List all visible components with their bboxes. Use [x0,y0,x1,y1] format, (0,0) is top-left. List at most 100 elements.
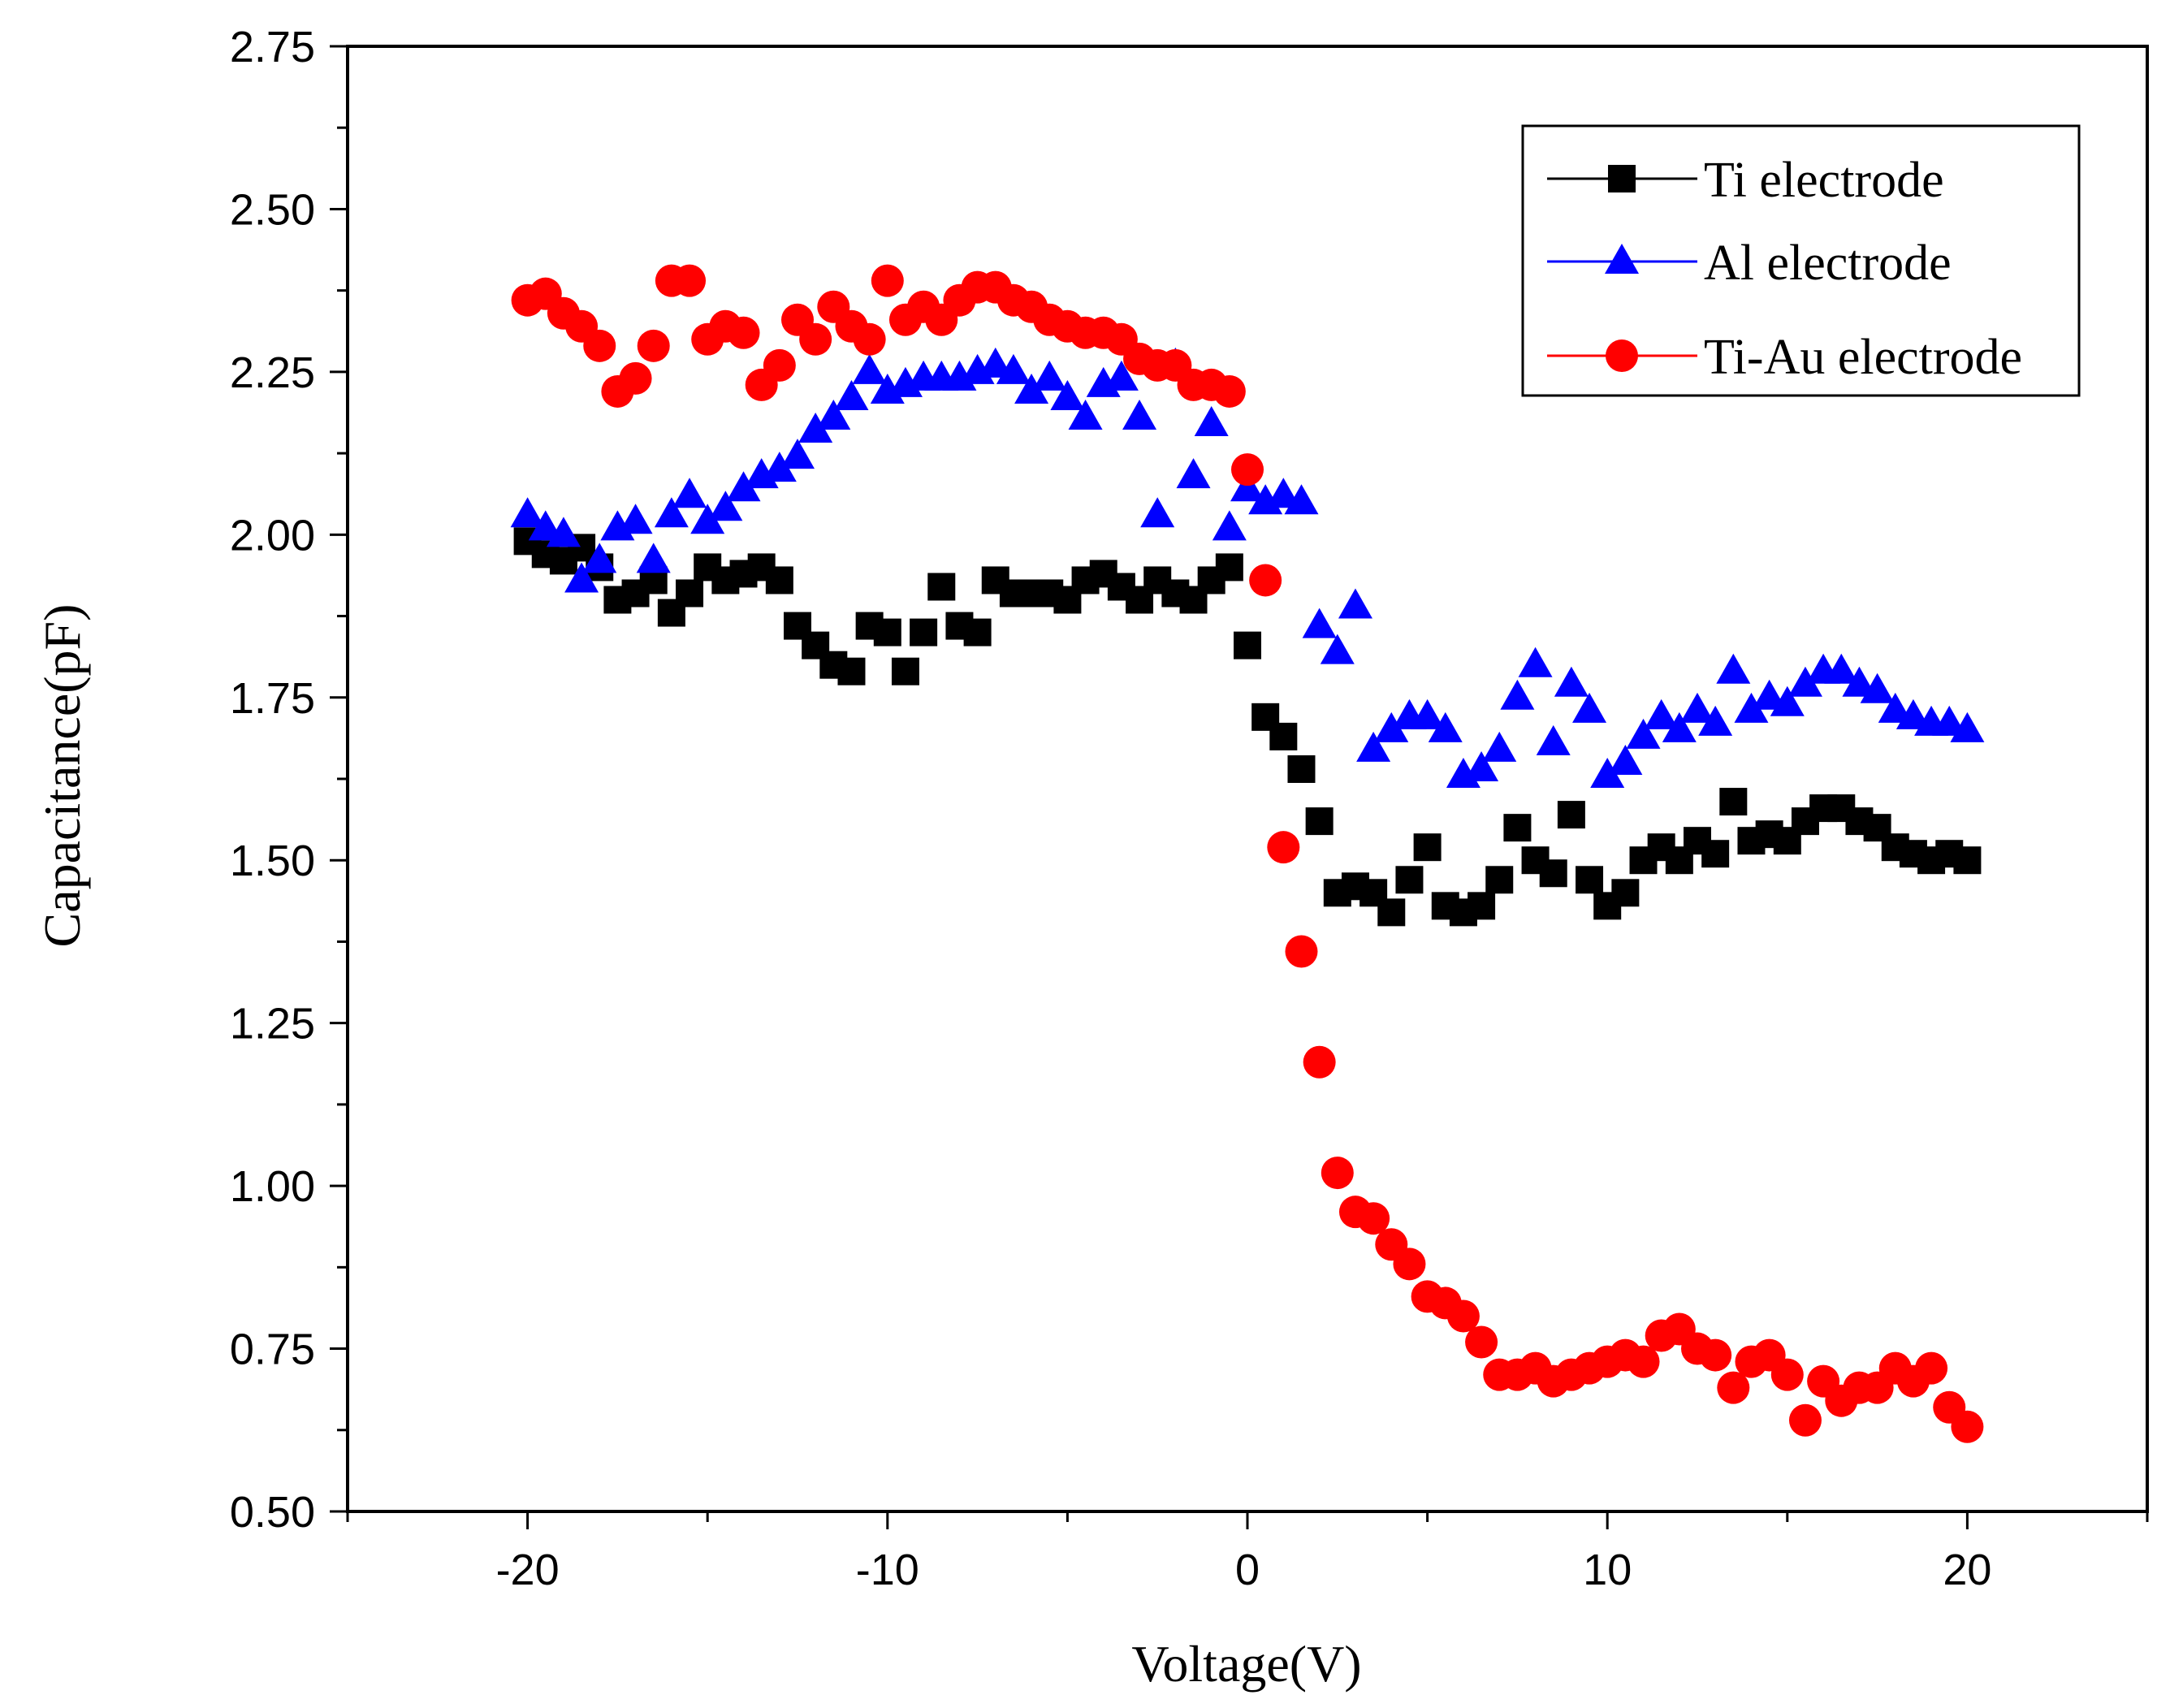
data-point [1554,666,1589,697]
data-point [1302,608,1337,638]
data-point [1770,1358,1804,1391]
data-point [727,316,760,349]
x-tick-label: -10 [856,1546,919,1594]
y-tick-label: 1.50 [230,837,315,885]
data-point [1716,653,1751,684]
data-point [1393,1247,1426,1281]
data-point [1626,718,1661,749]
data-point [1231,453,1264,486]
data-point [1465,1325,1498,1359]
series-circle [511,264,1984,1443]
y-tick-label: 1.75 [230,674,315,723]
data-point [1485,866,1514,894]
data-point [799,322,832,356]
data-point [726,471,761,502]
data-point [1788,1403,1822,1437]
data-point [1787,666,1822,697]
legend-item: Ti electrode [1547,153,1944,208]
y-tick-label: 0.50 [230,1488,315,1537]
series-layer [510,264,1985,1443]
data-point [1752,679,1787,710]
y-tick-label: 2.25 [230,348,315,397]
data-point [1518,646,1553,677]
data-point [1320,633,1355,664]
data-point [1122,400,1157,430]
data-point [1590,757,1625,788]
legend: Ti electrode Al electrode Ti-Au electrode [1521,124,2081,397]
data-point [798,413,833,443]
legend-item: Ti-Au electrode [1547,330,2022,385]
data-point [1321,1157,1354,1190]
data-point [853,322,886,356]
data-point [654,497,689,528]
data-point [1194,406,1229,437]
data-point [837,657,866,685]
data-point [1212,510,1247,541]
data-point [1050,379,1085,410]
data-point [1338,588,1372,619]
data-point [1644,698,1679,729]
data-point [1951,1410,1984,1443]
legend-label: Al electrode [1704,236,1952,291]
data-point [1249,564,1282,597]
data-point [1305,807,1334,836]
data-point [1215,553,1243,582]
data-point [510,497,545,528]
data-point [1356,731,1391,762]
data-point [1500,679,1535,710]
data-point [582,543,617,573]
x-tick-label: 10 [1583,1546,1632,1594]
y-axis-title: Capacitance(pF) [33,604,91,948]
data-point [1770,685,1805,716]
y-tick-label: 2.00 [230,511,315,560]
data-point [780,439,815,469]
legend-label: Ti electrode [1704,153,1944,208]
legend-label: Ti-Au electrode [1704,330,2022,385]
data-point [1068,400,1103,430]
data-point [1428,711,1463,742]
data-point [1482,731,1517,762]
data-point [1539,859,1567,888]
data-point [1576,866,1604,894]
data-point [1536,724,1571,755]
data-point [1303,1045,1336,1079]
data-point [1446,1299,1480,1333]
data-point [1842,666,1877,697]
data-point [1464,750,1499,781]
data-point [1213,374,1246,408]
data-point [871,264,904,297]
data-point [1557,801,1585,829]
series-square [513,527,1982,927]
data-point [619,361,652,395]
data-point [834,379,869,410]
series-triangle [510,347,1985,788]
data-point [1608,744,1643,775]
data-point [996,353,1031,384]
data-point [673,264,707,297]
data-point [1572,692,1607,723]
x-tick-label: 0 [1235,1546,1260,1594]
data-point [672,478,707,508]
data-point [1468,892,1496,920]
data-point [816,400,851,430]
data-point [1284,484,1319,515]
data-point [891,657,919,685]
data-point [1140,497,1175,528]
data-point [1357,1202,1390,1235]
data-point [1860,672,1895,703]
data-point [1032,360,1067,391]
data-point [546,517,581,547]
data-point [637,329,670,362]
data-point [1266,478,1301,508]
data-point [528,510,563,541]
data-point [873,618,901,646]
data-point [1701,840,1730,868]
data-point [762,452,797,482]
data-point [1680,692,1714,723]
data-point [852,353,887,384]
data-point [927,573,956,601]
data-point [1413,833,1442,862]
data-point [1014,373,1049,404]
y-tick-label: 0.75 [230,1325,315,1374]
